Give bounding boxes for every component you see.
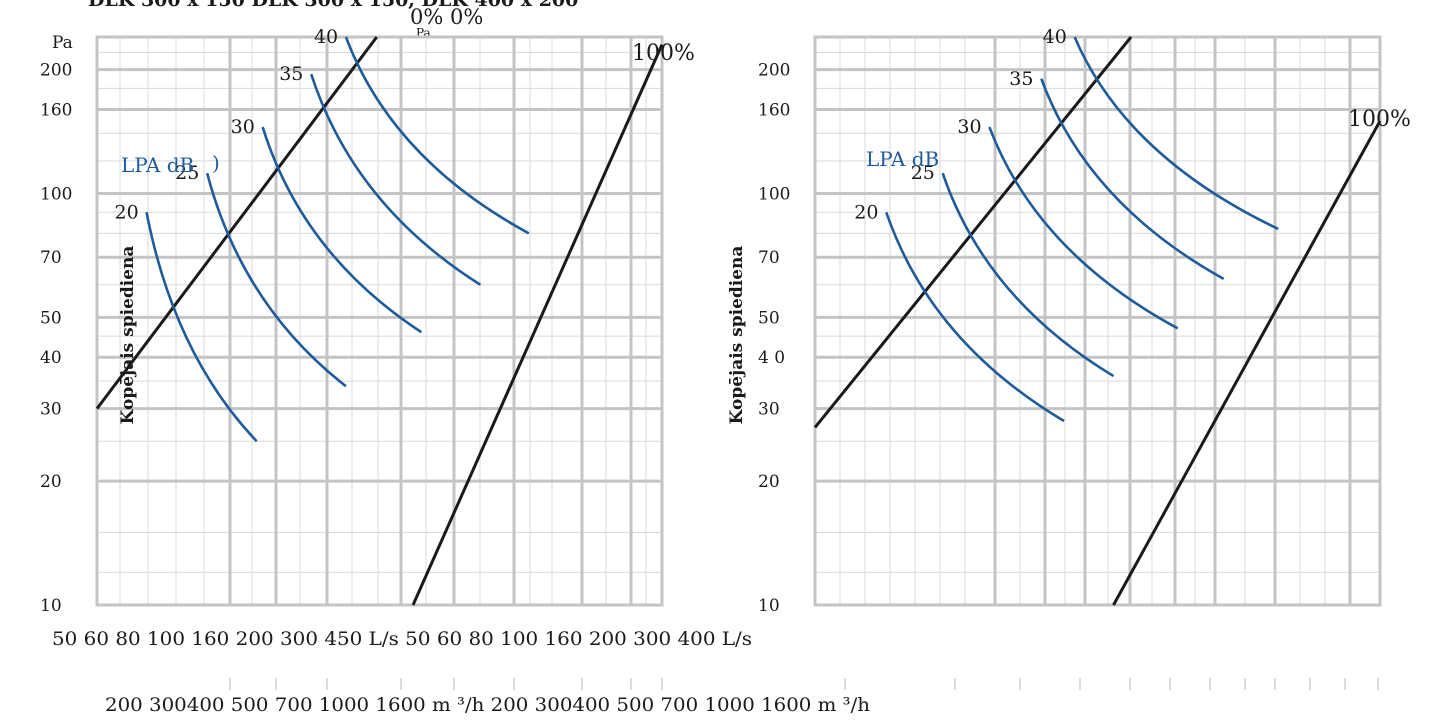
left-y-tick-label: 30 <box>40 400 62 420</box>
right-system-line-1 <box>813 36 1133 429</box>
right-plot-frame <box>813 35 1382 607</box>
right-db-label-30: 30 <box>957 116 981 138</box>
chart-left-y-ticks: 10 20 30 40 50 70 100 160 200 <box>40 61 72 616</box>
right-db-label-25: 25 <box>911 162 935 184</box>
right-db-curve-20 <box>885 211 1065 423</box>
right-db-label-35: 35 <box>1009 68 1033 90</box>
left-db-curve-30 <box>261 126 423 334</box>
right-db-label-40: 40 <box>1043 26 1067 48</box>
chart-left-sound-label-suffix: ) <box>212 151 220 175</box>
left-y-tick-label: 160 <box>40 100 72 120</box>
left-y-tick-label: 20 <box>40 472 62 492</box>
left-y-tick-label: 200 <box>40 61 72 81</box>
right-db-curve-35 <box>1040 78 1225 281</box>
left-system-line-label: 100% <box>632 41 695 66</box>
flow-axis-m3h: 200 300400 500 700 1000 1600 m ³/h 200 3… <box>105 694 870 716</box>
chart-left: 10 20 30 40 50 70 100 160 200 Pa Kopējais spiedi… <box>40 26 695 616</box>
right-db-curve-30 <box>988 126 1179 330</box>
right-y-tick-label: 160 <box>758 100 790 120</box>
left-system-line-1 <box>95 36 378 410</box>
left-db-label-20: 20 <box>115 201 139 223</box>
right-y-tick-label: 200 <box>758 61 790 81</box>
m3h-axis-ticks <box>229 678 1379 690</box>
left-y-tick-label: 50 <box>40 308 62 328</box>
left-db-label-30: 30 <box>231 116 255 138</box>
right-y-tick-label: 4 0 <box>758 348 785 368</box>
left-db-curve-40 <box>344 36 530 235</box>
left-y-tick-label: 10 <box>40 596 62 616</box>
right-system-line-label: 100% <box>1348 107 1411 132</box>
chart-right-grid <box>813 35 1382 607</box>
left-db-label-40: 40 <box>314 26 338 48</box>
right-y-tick-label: 50 <box>758 308 780 328</box>
chart-left-grid <box>95 35 664 607</box>
right-db-curve-25 <box>941 172 1115 378</box>
left-db-label-25: 25 <box>175 162 199 184</box>
chart-header-models: DLK 300 x 150 DLK 300 x 150, DLK 400 x 2… <box>88 0 578 11</box>
left-db-curve-35 <box>309 73 482 286</box>
chart-header-percent: 0% 0% <box>410 5 483 29</box>
left-plot-frame <box>95 35 664 607</box>
right-y-tick-label: 70 <box>758 248 780 268</box>
chart-right-sound-label: LPA dB <box>866 147 939 171</box>
right-y-tick-label: 30 <box>758 400 780 420</box>
left-y-tick-label: 70 <box>40 248 62 268</box>
right-system-line-2 <box>1112 120 1382 606</box>
left-y-tick-label: 100 <box>40 184 72 204</box>
chart-left-lines: 100% 20 25 30 35 40 <box>95 26 695 606</box>
chart-left-y-unit: Pa <box>52 33 73 53</box>
flow-axis-ls: 50 60 80 100 160 200 300 450 L/s 50 60 8… <box>52 628 752 650</box>
chart-right: 10 20 30 4 0 50 70 100 160 200 Kopējais spiedien… <box>727 26 1411 616</box>
chart-right-y-axis-label: Kopējais spiediena <box>727 246 747 425</box>
right-y-tick-label: 10 <box>758 596 780 616</box>
left-db-label-35: 35 <box>279 63 303 85</box>
left-y-tick-label: 40 <box>40 348 62 368</box>
right-y-tick-label: 20 <box>758 472 780 492</box>
chart-left-sound-label: LPA dB <box>121 153 194 177</box>
left-system-line-2 <box>411 43 664 606</box>
left-db-curve-25 <box>205 172 347 388</box>
chart-left-y-axis-label: Kopējais spiediena <box>118 246 138 425</box>
chart-right-y-ticks: 10 20 30 4 0 50 70 100 160 200 <box>758 61 790 616</box>
right-db-label-20: 20 <box>854 201 878 223</box>
right-db-curve-40 <box>1073 36 1279 231</box>
right-y-tick-label: 100 <box>758 184 790 204</box>
left-db-curve-20 <box>145 212 258 443</box>
chart-right-lines: 100% 20 25 30 35 40 <box>813 26 1411 606</box>
